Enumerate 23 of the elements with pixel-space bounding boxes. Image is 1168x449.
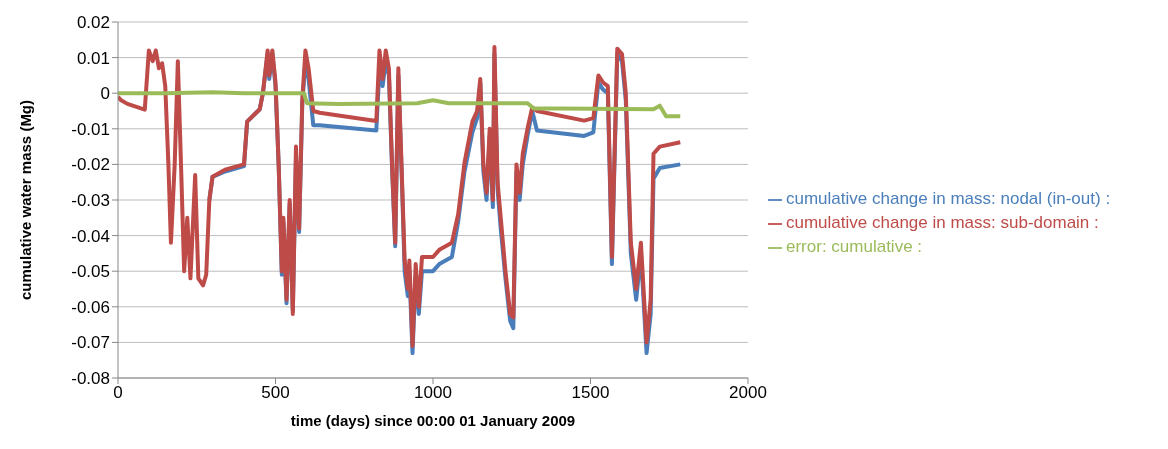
line-series [118,44,683,348]
y-tick-label: -0.02 [71,155,110,175]
x-tick-label: 0 [113,383,123,403]
x-tick-label: 500 [261,383,290,403]
x-axis-title: time (days) since 00:00 01 January 2009 [290,412,576,429]
y-tick-label: -0.01 [71,119,110,139]
y-tick-label: -0.07 [71,333,110,353]
y-axis-title: cumulative water mass (Mg) [17,99,35,301]
y-tick-label: 0.02 [76,13,110,33]
legend-label: cumulative change in mass: nodal (in-out) : [786,189,1111,208]
legend-label: error: cumulative : [786,237,923,256]
x-tick-label: 1000 [414,383,452,403]
y-tick-label: -0.06 [71,297,110,317]
y-tick-label: -0.03 [71,191,110,211]
x-tick-label: 2000 [729,383,767,403]
x-tick-label: 1500 [571,383,610,403]
y-tick-label: -0.08 [71,369,110,389]
y-tick-label: 0.01 [76,48,110,68]
legend-label: cumulative change in mass: sub-domain : [786,213,1099,232]
line-series [118,90,683,119]
y-tick-label: -0.05 [71,262,110,282]
y-tick-label: -0.04 [71,226,110,246]
y-tick-label: 0 [100,84,110,104]
